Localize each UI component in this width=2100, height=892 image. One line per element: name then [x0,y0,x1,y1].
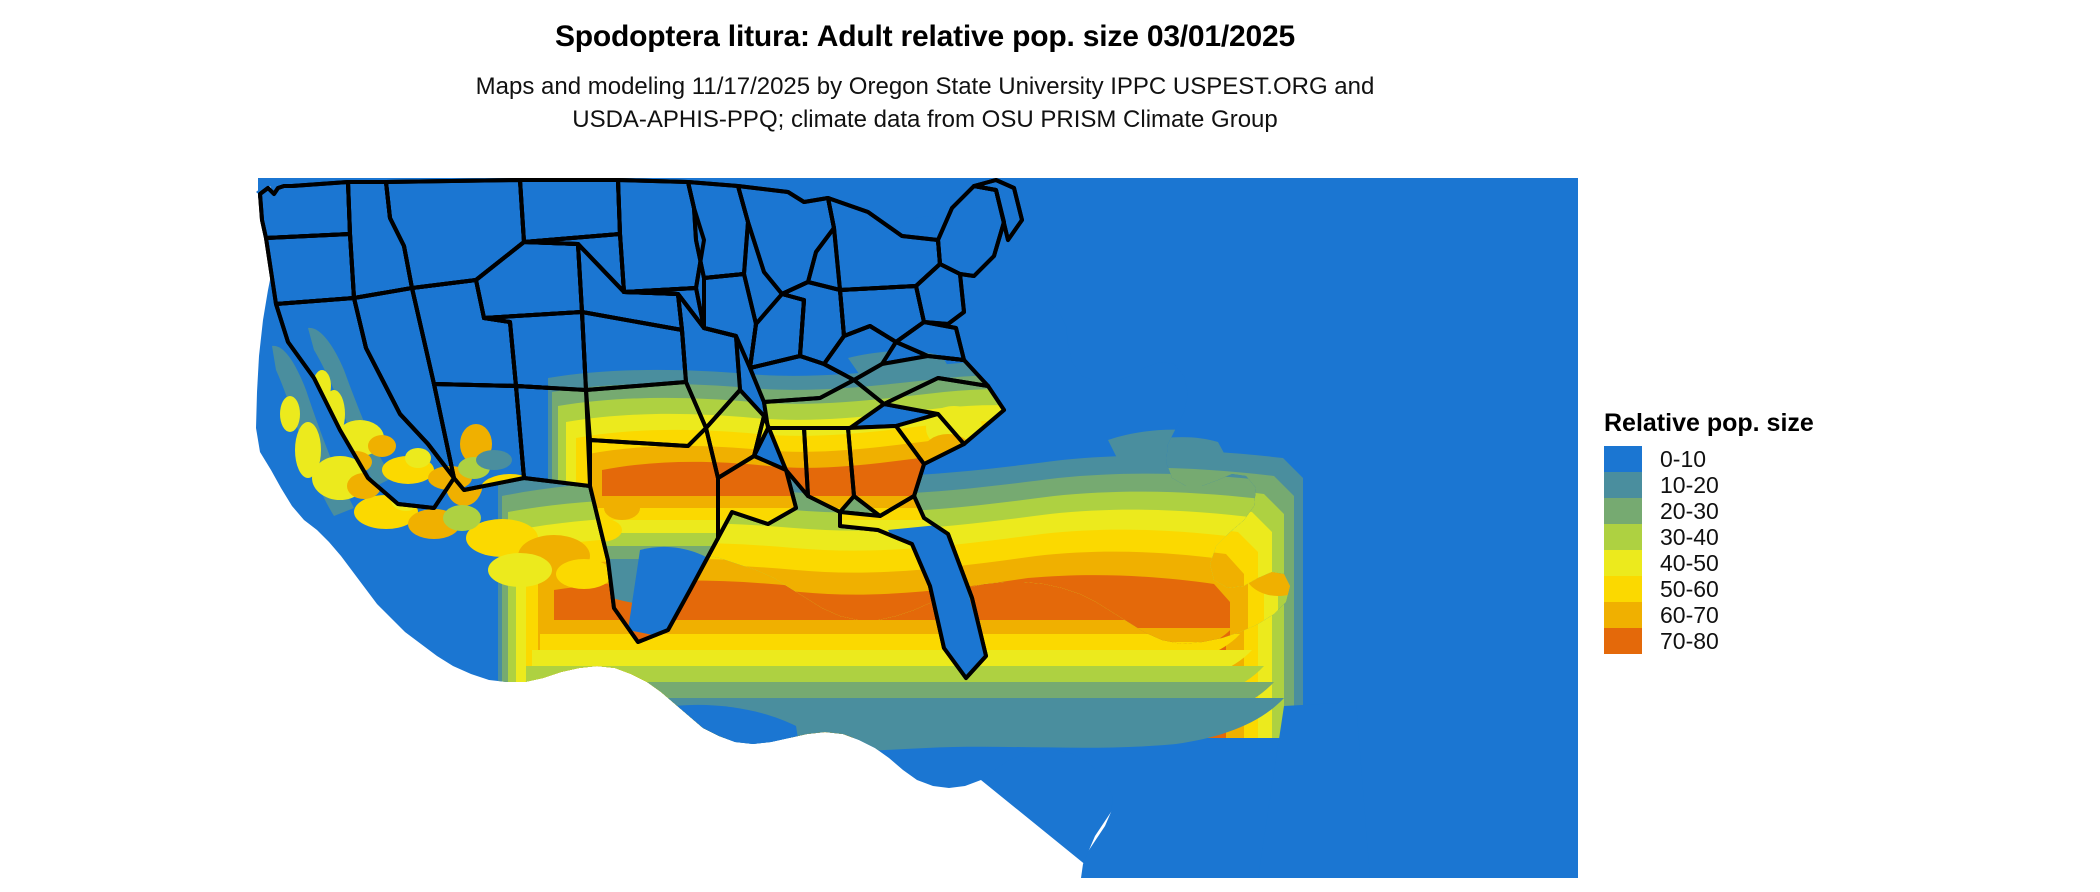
state-wa [258,180,352,240]
hs-2 [295,422,321,478]
legend-label: 30-40 [1660,524,1719,550]
state-tx-border [588,426,720,644]
legend-title: Relative pop. size [1604,409,1814,437]
us-choropleth-map [248,178,1578,878]
legend-label: 0-10 [1660,446,1707,472]
figure-subtitle: Maps and modeling 11/17/2025 by Oregon S… [0,70,1850,136]
sw-pocket-13 [405,448,431,468]
sw-pocket-15 [476,450,512,470]
legend: Relative pop. size 0-10 10-20 20-30 30-40 40… [1604,408,1934,654]
hs-9 [488,553,552,587]
hs-6 [466,519,538,557]
legend-item[interactable]: 50-60 [1604,576,1934,602]
sw-pocket-10 [500,502,552,530]
page-title: Spodoptera litura: Adult relative pop. s… [555,20,1295,53]
states-map [248,178,1024,680]
appalachian-tongue [848,350,954,381]
legend-label: 70-80 [1660,628,1719,654]
legend-swatch [1604,446,1642,472]
legend-item[interactable]: 30-40 [1604,524,1934,550]
legend-swatch [1604,472,1642,498]
florida-blue [1258,702,1370,878]
state-borders-top [258,178,1024,680]
sw-pocket-17 [604,496,640,520]
state-md-border [894,320,966,362]
sw-pocket-12 [368,435,396,457]
legend-label: 40-50 [1660,550,1719,576]
legend-swatch [1604,602,1642,628]
legend-swatch [1604,524,1642,550]
legend-item[interactable]: 60-70 [1604,602,1934,628]
subtitle-line-1: Maps and modeling 11/17/2025 by Oregon S… [475,73,1375,100]
state-ne-block-border [936,184,1006,278]
legend-label: 10-20 [1660,472,1719,498]
legend-swatch [1604,498,1642,524]
figure-header: Spodoptera litura: Adult relative pop. s… [0,18,1850,136]
legend-item[interactable]: 0-10 [1604,446,1934,472]
legend-swatch [1604,550,1642,576]
state-mi-border [736,184,836,296]
legend-swatch [1604,628,1642,654]
hs-13 [280,396,300,432]
legend-item[interactable]: 20-30 [1604,498,1934,524]
state-fl-border [838,494,988,680]
state-az-border [432,382,526,492]
legend-label: 20-30 [1660,498,1719,524]
legend-label: 60-70 [1660,602,1719,628]
hs-8 [443,505,481,531]
state-ne-block [936,184,1006,278]
state-wa-border [258,180,352,240]
state-al-border [802,426,856,514]
sw-hotspots [272,345,612,589]
legend-label: 50-60 [1660,576,1719,602]
legend-item[interactable]: 70-80 [1604,628,1934,654]
subtitle-line-2: USDA-APHIS-PPQ; climate data from OSU PR… [572,106,1278,133]
state-or [264,232,356,306]
state-la-border [716,454,798,540]
hs-10 [556,559,612,589]
legend-rows: 0-10 10-20 20-30 30-40 40-50 50-60 60-70 70-80 [1604,446,1934,654]
state-va-border [852,354,990,406]
state-nd [518,178,622,244]
legend-swatch [1604,576,1642,602]
legend-item[interactable]: 40-50 [1604,550,1934,576]
sw-pocket-8 [524,487,584,521]
state-ny [826,196,942,292]
legend-item[interactable]: 10-20 [1604,472,1934,498]
state-me-border [972,178,1024,242]
